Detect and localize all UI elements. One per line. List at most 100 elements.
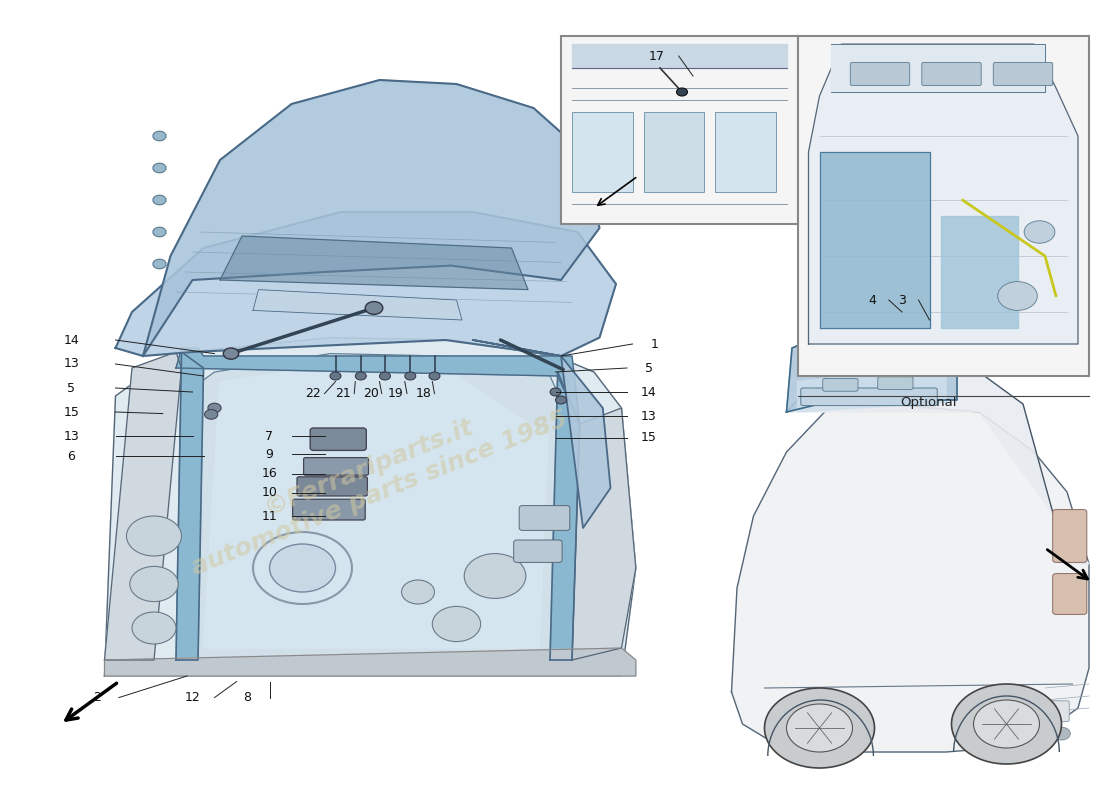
Circle shape: [429, 372, 440, 380]
Polygon shape: [786, 320, 957, 412]
Text: 9: 9: [265, 448, 274, 461]
FancyBboxPatch shape: [993, 62, 1053, 86]
Text: 3: 3: [898, 294, 906, 306]
FancyBboxPatch shape: [823, 378, 858, 391]
Polygon shape: [798, 364, 946, 412]
Circle shape: [974, 700, 1040, 748]
Text: 16: 16: [262, 467, 277, 480]
Text: 8: 8: [243, 691, 252, 704]
Polygon shape: [572, 44, 786, 68]
Polygon shape: [220, 236, 528, 290]
Text: 11: 11: [262, 510, 277, 522]
Circle shape: [786, 704, 852, 752]
Polygon shape: [830, 44, 1045, 92]
Circle shape: [1031, 727, 1048, 740]
FancyBboxPatch shape: [715, 112, 775, 192]
Circle shape: [153, 195, 166, 205]
Text: 1: 1: [650, 338, 659, 350]
Circle shape: [1053, 727, 1070, 740]
Polygon shape: [473, 340, 610, 528]
Circle shape: [556, 396, 566, 404]
Circle shape: [365, 302, 383, 314]
Polygon shape: [808, 44, 1078, 344]
Circle shape: [153, 227, 166, 237]
Circle shape: [132, 612, 176, 644]
Polygon shape: [104, 338, 636, 676]
FancyBboxPatch shape: [293, 499, 365, 520]
Polygon shape: [550, 372, 580, 660]
Circle shape: [208, 403, 221, 413]
Circle shape: [126, 516, 182, 556]
Text: 7: 7: [265, 430, 274, 442]
Polygon shape: [182, 354, 572, 660]
Circle shape: [205, 410, 218, 419]
Circle shape: [998, 282, 1037, 310]
Text: ©Ferrariparts.it
automotive parts since 1985: ©Ferrariparts.it automotive parts since …: [177, 380, 571, 580]
Circle shape: [550, 388, 561, 396]
Text: 5: 5: [67, 382, 76, 394]
Text: 17: 17: [649, 50, 664, 62]
Text: 4: 4: [868, 294, 877, 306]
Circle shape: [432, 606, 481, 642]
Polygon shape: [820, 152, 930, 328]
Circle shape: [405, 372, 416, 380]
FancyBboxPatch shape: [304, 458, 368, 475]
FancyBboxPatch shape: [1010, 701, 1069, 722]
Text: 13: 13: [641, 410, 657, 422]
Polygon shape: [116, 212, 616, 356]
FancyBboxPatch shape: [297, 477, 367, 496]
FancyBboxPatch shape: [798, 36, 1089, 376]
Circle shape: [153, 163, 166, 173]
FancyBboxPatch shape: [1053, 574, 1087, 614]
Text: 22: 22: [306, 387, 321, 400]
Text: 21: 21: [336, 387, 351, 400]
Circle shape: [764, 688, 875, 768]
Text: Optional: Optional: [901, 396, 957, 409]
FancyBboxPatch shape: [850, 62, 910, 86]
Circle shape: [270, 544, 336, 592]
Text: 18: 18: [416, 387, 431, 400]
Circle shape: [330, 372, 341, 380]
FancyBboxPatch shape: [801, 388, 937, 406]
FancyBboxPatch shape: [922, 62, 981, 86]
Circle shape: [223, 348, 239, 359]
Polygon shape: [104, 648, 636, 676]
Text: 20: 20: [363, 387, 378, 400]
Polygon shape: [204, 366, 548, 648]
Polygon shape: [940, 216, 1018, 328]
Polygon shape: [732, 400, 1089, 752]
Polygon shape: [104, 352, 182, 660]
FancyBboxPatch shape: [310, 428, 366, 450]
Text: 6: 6: [67, 450, 76, 462]
FancyBboxPatch shape: [1053, 510, 1087, 562]
Circle shape: [379, 372, 390, 380]
Text: 2: 2: [92, 691, 101, 704]
FancyBboxPatch shape: [519, 506, 570, 530]
FancyBboxPatch shape: [561, 36, 798, 224]
Circle shape: [153, 259, 166, 269]
Circle shape: [402, 580, 434, 604]
Polygon shape: [176, 348, 580, 424]
Polygon shape: [253, 290, 462, 320]
Circle shape: [676, 88, 688, 96]
Text: 15: 15: [64, 406, 79, 418]
Polygon shape: [143, 80, 600, 356]
Text: 13: 13: [64, 358, 79, 370]
Circle shape: [1024, 221, 1055, 243]
Text: 14: 14: [64, 334, 79, 346]
FancyBboxPatch shape: [644, 112, 704, 192]
Text: 14: 14: [641, 386, 657, 398]
Polygon shape: [786, 352, 1089, 564]
Text: 19: 19: [388, 387, 404, 400]
FancyBboxPatch shape: [572, 112, 632, 192]
Circle shape: [355, 372, 366, 380]
Text: 15: 15: [641, 431, 657, 444]
Circle shape: [464, 554, 526, 598]
Circle shape: [952, 684, 1062, 764]
FancyBboxPatch shape: [514, 540, 562, 562]
Text: 10: 10: [262, 486, 277, 499]
Circle shape: [130, 566, 178, 602]
Polygon shape: [572, 408, 636, 660]
Circle shape: [153, 131, 166, 141]
FancyBboxPatch shape: [878, 377, 913, 390]
